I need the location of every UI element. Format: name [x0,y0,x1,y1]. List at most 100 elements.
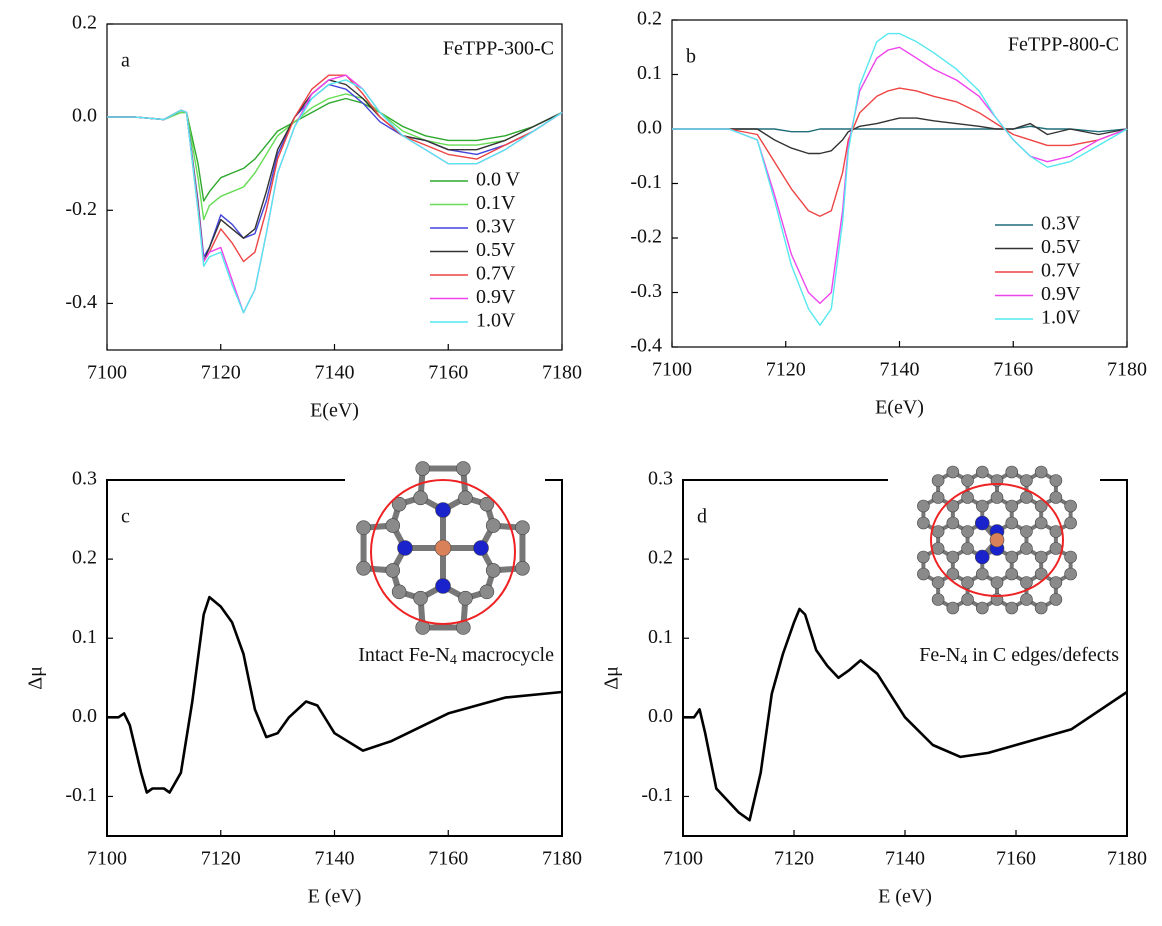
figure: 71007120714071607180-0.4-0.20.00.2E(eV)a… [0,0,1162,926]
y-tick-label: 0.2 [72,12,97,34]
atom [1020,577,1032,589]
x-tick-label: 7160 [428,848,468,870]
atom [486,519,500,533]
atom [962,577,974,589]
legend-label: 0.3V [476,216,516,238]
atom [932,577,944,589]
atom [975,516,989,530]
panel-label: b [686,46,696,68]
panel-label: c [121,506,130,528]
atom [1035,466,1047,478]
atom [917,568,929,580]
y-tick-label: 0.0 [72,705,97,727]
legend-label: 0.5V [1041,236,1081,258]
atom [456,462,470,476]
atom [1006,500,1018,512]
legend-label: 0.7V [476,263,516,285]
data-line [672,118,1127,153]
x-tick-label: 7140 [315,848,355,870]
atom [1020,594,1032,606]
y-tick-label: -0.3 [630,280,662,302]
atom [1050,526,1062,538]
atom [962,543,974,555]
y-tick-label: -0.4 [65,291,97,313]
x-tick-label: 7160 [428,362,468,384]
atom [386,563,400,577]
legend-label: 0.3V [1041,213,1081,235]
atom [1050,577,1062,589]
x-tick-label: 7180 [1107,848,1147,870]
atom [1020,475,1032,487]
y-tick-label: 0.0 [72,105,97,127]
atom [1050,594,1062,606]
x-tick-label: 7180 [1107,359,1147,381]
legend-label: 0.5V [476,239,516,261]
atom [480,585,494,599]
atom [917,517,929,529]
atom [414,491,428,505]
atom [1020,543,1032,555]
x-tick-label: 7180 [542,848,582,870]
atom [1065,551,1077,563]
atom [436,503,451,518]
y-tick-label: -0.1 [641,784,673,806]
y-tick-label: 0.2 [648,547,673,569]
atom [392,585,406,599]
atom [386,519,400,533]
atom [990,533,1004,547]
atom [1065,568,1077,580]
atom [932,594,944,606]
x-tick-label: 7140 [315,362,355,384]
legend-label: 0.9V [476,286,516,308]
annotation-part: 4 [960,653,967,668]
atom [975,550,989,564]
legend-label: 0.1V [476,192,516,214]
y-tick-label: 0.0 [637,117,662,139]
x-axis-label: E (eV) [308,886,362,908]
atom [1006,568,1018,580]
y-tick-label: 0.1 [637,62,662,84]
y-tick-label: 0.3 [72,468,97,490]
atom [976,602,988,614]
x-tick-label: 7100 [87,362,127,384]
atom [917,551,929,563]
data-line [683,609,1127,820]
atom [1035,602,1047,614]
y-tick-label: -0.4 [630,335,662,357]
y-tick-label: -0.2 [630,226,662,248]
annotation-part: Fe-N [919,644,960,666]
atom [947,466,959,478]
atom [1020,492,1032,504]
atom [357,521,371,535]
page: 71007120714071607180-0.4-0.20.00.2E(eV)a… [0,0,1162,926]
x-tick-label: 7120 [201,848,241,870]
atom [414,591,428,605]
atom [486,563,500,577]
x-tick-label: 7100 [87,848,127,870]
atom [398,541,413,556]
atom [932,526,944,538]
annotation-part: in C edges/defects [967,644,1119,666]
atom [932,475,944,487]
x-axis-label: E(eV) [310,400,359,422]
data-line [672,88,1127,216]
atom [474,541,489,556]
x-tick-label: 7120 [201,362,241,384]
atom [976,500,988,512]
atom [932,543,944,555]
sample-label: FeTPP-800-C [1008,34,1119,56]
x-tick-label: 7100 [652,359,692,381]
x-tick-label: 7180 [542,362,582,384]
atom [1006,466,1018,478]
atom [515,521,529,535]
atom [1006,551,1018,563]
y-tick-label: 0.0 [648,705,673,727]
atom [1050,475,1062,487]
atom [991,577,1003,589]
annotation-part: macrocycle [457,644,554,666]
atom [1035,551,1047,563]
x-axis-label: E (eV) [878,886,932,908]
atom [1006,602,1018,614]
y-tick-label: -0.1 [630,171,662,193]
